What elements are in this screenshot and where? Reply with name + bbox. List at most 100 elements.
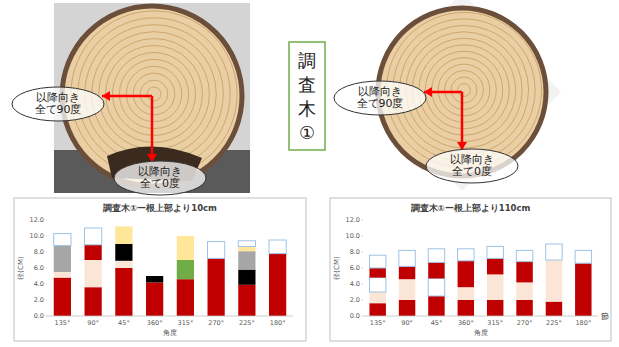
growth-ring (133, 73, 175, 115)
growth-ring (106, 46, 203, 143)
category-label: 45° (431, 319, 443, 327)
tick (45, 220, 47, 221)
tick (361, 316, 363, 317)
growth-ring (126, 66, 181, 121)
bar-segment (369, 268, 385, 278)
bar-segment (146, 282, 163, 316)
chart: 調査木①ー根上部より110cm径(CM)0.02.04.06.08.010.01… (330, 198, 611, 341)
growth-ring (119, 59, 188, 128)
tick-label: 4.0 (350, 280, 360, 288)
growth-ring (412, 38, 515, 141)
y-axis-title: 径(CM) (333, 256, 341, 280)
bar-segment (487, 246, 503, 258)
label-bubble (12, 87, 104, 121)
category-label: 360° (458, 319, 474, 327)
bar-segment (428, 262, 444, 278)
bar-segment (177, 279, 194, 316)
panel-title-char: 査 (298, 74, 316, 95)
label-bubble (426, 149, 518, 183)
bar-segment (458, 300, 474, 316)
tick-label: 2.0 (34, 296, 44, 304)
bar-segment (575, 263, 591, 316)
chart-frame (330, 198, 611, 341)
bar-segment (428, 278, 444, 296)
growth-ring (445, 71, 484, 110)
bar-segment (85, 228, 102, 245)
bars (369, 244, 591, 316)
tick (361, 284, 363, 285)
panel-title-char: 木 (298, 98, 316, 119)
label-bubble (114, 161, 206, 195)
tick-label: 8.0 (34, 248, 44, 256)
tick (45, 236, 47, 237)
bar-segment (238, 270, 255, 285)
bar-segment (458, 287, 474, 300)
bar-segment (54, 278, 71, 316)
growth-ring (99, 39, 210, 150)
tick-label: 10.0 (346, 232, 360, 240)
bar-segment (516, 262, 532, 283)
bar-segment (369, 303, 385, 316)
x-axis (363, 316, 598, 317)
category-label: 45° (118, 319, 130, 327)
bar-segment (269, 240, 286, 254)
tick (361, 220, 363, 221)
tick (361, 236, 363, 237)
bar-segment (399, 250, 415, 266)
chart-title: 調査木①ー根上部より10cm (103, 203, 217, 213)
category-label: 270° (208, 319, 224, 327)
growth-ring (140, 80, 168, 108)
category-label: 270° (517, 319, 533, 327)
category-label: 225° (546, 319, 562, 327)
annotation: 節 (601, 312, 609, 321)
bar-segment (146, 276, 163, 282)
growth-ring (419, 45, 509, 135)
tick-label: 2.0 (350, 296, 360, 304)
bar-segment (115, 268, 132, 316)
tick-label: 6.0 (34, 264, 44, 272)
bar-segment (399, 300, 415, 316)
tick (361, 300, 363, 301)
tick (361, 268, 363, 269)
tick (45, 316, 47, 317)
photo-label-line: 全て0度 (452, 165, 492, 178)
bar-segment (115, 226, 132, 244)
bar-segment (516, 300, 532, 316)
bar-segment (85, 260, 102, 287)
bar-segment (369, 278, 385, 292)
growth-ring (432, 58, 497, 123)
bar-segment (546, 260, 562, 302)
bar-segment (487, 274, 503, 300)
bar-segment (399, 279, 415, 300)
category-label: 90° (87, 319, 99, 327)
photo-label-line: 全て0度 (140, 177, 180, 190)
photo-label: 以降向き全て0度 (138, 165, 182, 190)
photo-label: 以降向き全て0度 (450, 153, 494, 178)
bar-segment (458, 249, 474, 261)
bar-segment (54, 246, 71, 272)
growth-ring (92, 32, 217, 157)
bar-segment (516, 282, 532, 300)
photo-label-line: 全て90度 (35, 103, 82, 116)
bar-segment (177, 236, 194, 260)
bar-segment (115, 244, 132, 261)
x-axis-title: 角度 (163, 329, 177, 337)
chart-frame (14, 198, 306, 341)
bar-segment (238, 251, 255, 269)
bar-segment (238, 246, 255, 251)
bar-segment (208, 258, 225, 316)
photo-label-line: 全て90度 (357, 97, 404, 110)
bar-segment (546, 244, 562, 260)
bar-segment (487, 258, 503, 274)
growth-ring (112, 52, 195, 135)
photo-label: 以降向き全て90度 (357, 85, 404, 110)
panel-title-char: 調 (298, 50, 316, 71)
x-axis-title: 角度 (474, 329, 488, 337)
bar-segment (85, 245, 102, 260)
category-label: 135° (370, 319, 386, 327)
growth-ring (147, 87, 161, 101)
growth-ring (438, 64, 490, 116)
bar-segment (516, 250, 532, 261)
bar-segment (428, 249, 444, 263)
bar-segment (85, 287, 102, 316)
